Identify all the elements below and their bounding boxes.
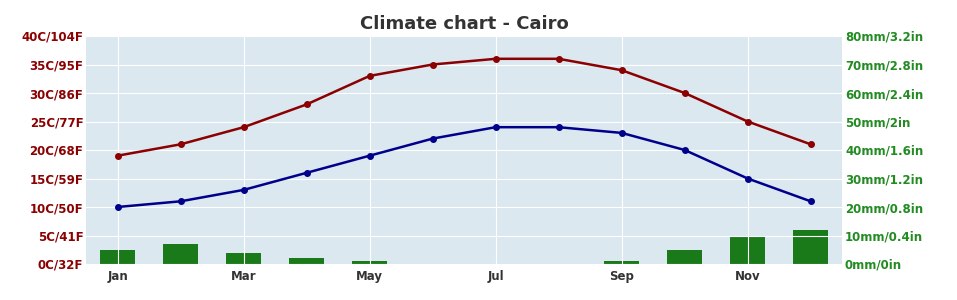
Title: Climate chart - Cairo: Climate chart - Cairo (360, 15, 568, 33)
Bar (667, 250, 702, 264)
Bar (352, 261, 387, 264)
Bar (793, 230, 828, 264)
Bar (289, 258, 324, 264)
Bar (164, 244, 198, 264)
Bar (604, 261, 639, 264)
Bar (730, 236, 765, 264)
Bar (226, 253, 261, 264)
Bar (100, 250, 135, 264)
